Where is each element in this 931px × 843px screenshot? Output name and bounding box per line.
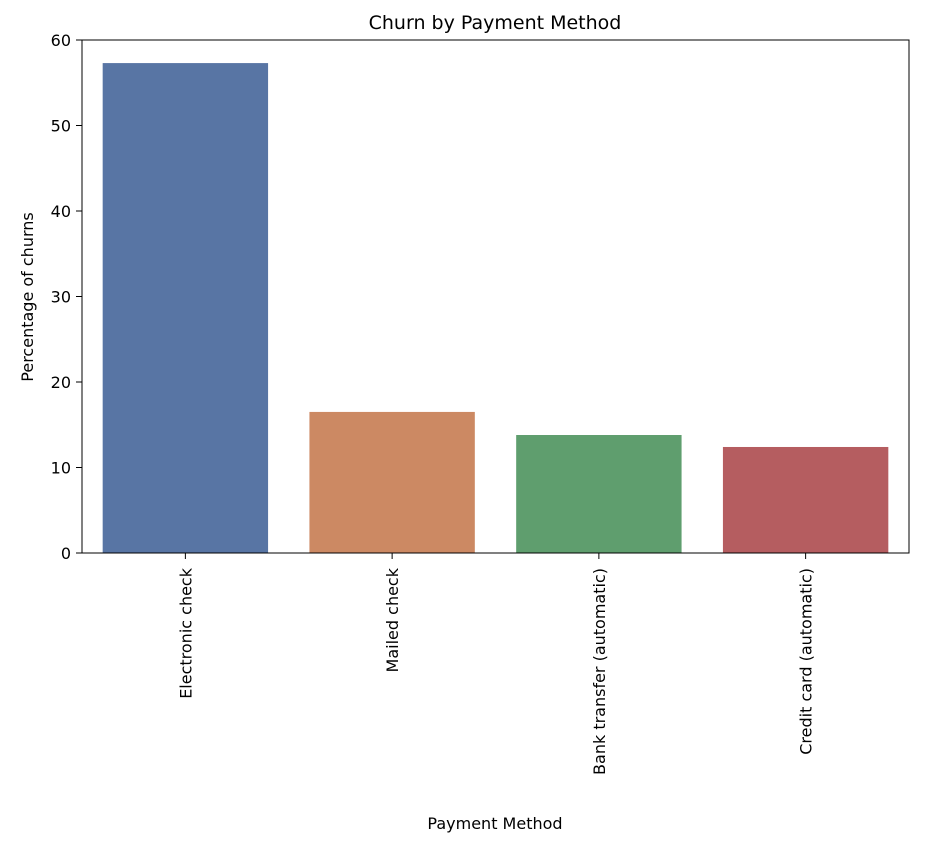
y-tick-label: 60 [51, 31, 71, 50]
x-tick-label: Bank transfer (automatic) [590, 568, 609, 775]
x-tick-label: Mailed check [383, 567, 402, 672]
bar-mailed-check [309, 411, 475, 553]
y-tick-label: 0 [61, 544, 71, 563]
x-axis-ticks: Electronic check Mailed check Bank transfe… [176, 553, 816, 775]
x-axis-label: Payment Method [427, 814, 562, 833]
plot-frame [81, 39, 910, 554]
y-axis-ticks: 0 10 20 30 40 50 60 [51, 31, 82, 563]
y-tick-label: 50 [51, 117, 71, 136]
y-tick-label: 40 [51, 202, 71, 221]
x-tick-label: Credit card (automatic) [797, 568, 816, 755]
y-tick-label: 30 [51, 288, 71, 307]
y-tick-label: 20 [51, 373, 71, 392]
y-tick-label: 10 [51, 459, 71, 478]
bar-credit-card-automatic [722, 446, 889, 553]
bar-bank-transfer-automatic [516, 435, 682, 553]
bars-layer [102, 63, 889, 554]
chart-title: Churn by Payment Method [369, 12, 622, 34]
x-tick-label: Electronic check [176, 567, 195, 699]
y-axis-label: Percentage of churns [18, 212, 37, 381]
bar-electronic-check [102, 63, 269, 554]
